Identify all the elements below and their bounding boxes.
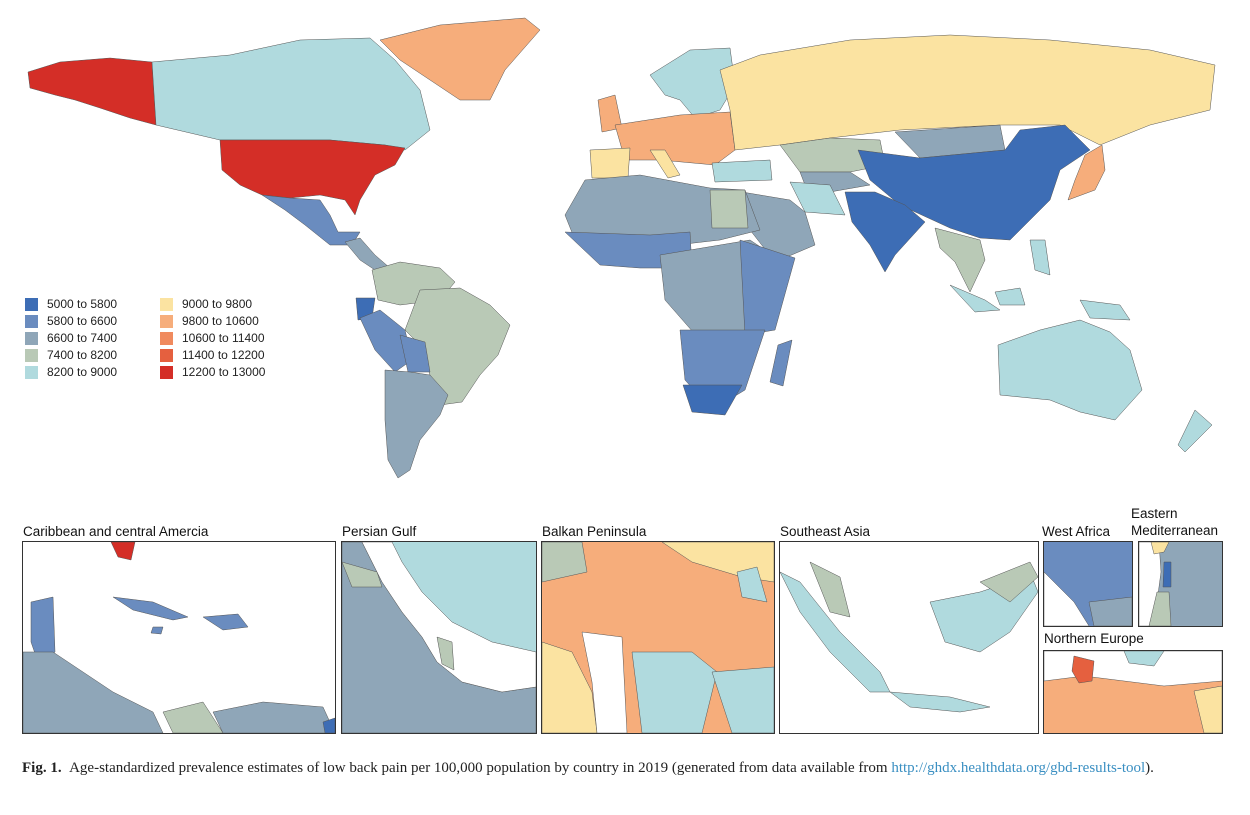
inset-title-west-africa: West Africa <box>1042 524 1111 539</box>
legend-item: 8200 to 9000 <box>25 364 160 380</box>
region-mexico <box>261 194 361 246</box>
region-greenland <box>379 17 541 101</box>
inset-caribbean <box>22 541 336 734</box>
map-legend: 5000 to 5800 9000 to 9800 5800 to 6600 9… <box>25 296 295 380</box>
legend-label: 6600 to 7400 <box>47 331 118 345</box>
region-australia <box>997 319 1143 421</box>
legend-swatch <box>160 314 173 328</box>
legend-label: 11400 to 12200 <box>182 348 265 362</box>
inset-title-caribbean: Caribbean and central Amercia <box>23 524 209 539</box>
region-egypt <box>709 189 749 229</box>
region-madagascar <box>769 339 793 387</box>
legend-label: 12200 to 13000 <box>182 365 266 379</box>
region-italy <box>649 149 681 179</box>
region-southeast-asia <box>934 227 986 293</box>
legend-item: 12200 to 13000 <box>160 364 295 380</box>
region-south-africa <box>682 384 743 416</box>
legend-swatch <box>160 331 173 345</box>
region-russia <box>719 34 1216 151</box>
figure-caption: Fig. 1. Age-standardized prevalence esti… <box>22 757 1232 779</box>
inset-persian-gulf <box>341 541 537 734</box>
legend-swatch <box>160 297 173 311</box>
legend-item: 6600 to 7400 <box>25 330 160 346</box>
region-iberia <box>589 147 631 179</box>
region-usa <box>219 139 406 216</box>
region-india <box>844 191 926 273</box>
region-turkey <box>711 159 773 183</box>
inset-southeast-asia <box>779 541 1039 734</box>
region-indonesia-2 <box>994 287 1026 306</box>
inset-balkan <box>541 541 775 734</box>
legend-label: 8200 to 9000 <box>47 365 118 379</box>
legend-label: 7400 to 8200 <box>47 348 118 362</box>
inset-title-balkan: Balkan Peninsula <box>542 524 647 539</box>
legend-swatch <box>25 297 38 311</box>
legend-label: 5800 to 6600 <box>47 314 118 328</box>
caption-end: ). <box>1145 760 1154 776</box>
world-map <box>27 17 1216 479</box>
region-bolivia <box>399 334 431 373</box>
region-new-zealand <box>1177 409 1213 453</box>
region-japan <box>1067 144 1106 201</box>
legend-item: 7400 to 8200 <box>25 347 160 363</box>
legend-item: 9800 to 10600 <box>160 313 295 329</box>
inset-title-eastern-med: Eastern Mediterranean <box>1131 506 1219 538</box>
inset-title-southeast-asia: Southeast Asia <box>780 524 871 539</box>
region-canada <box>151 37 431 151</box>
legend-item: 5800 to 6600 <box>25 313 160 329</box>
region-iran <box>789 181 846 216</box>
legend-item: 5000 to 5800 <box>25 296 160 312</box>
legend-swatch <box>25 348 38 362</box>
legend-swatch <box>25 314 38 328</box>
region-scandinavia <box>649 47 736 119</box>
legend-item: 10600 to 11400 <box>160 330 295 346</box>
source-link[interactable]: http://ghdx.healthdata.org/gbd-results-t… <box>891 760 1146 776</box>
legend-swatch <box>160 348 173 362</box>
legend-label: 9000 to 9800 <box>182 297 253 311</box>
legend-swatch <box>25 331 38 345</box>
region-philippines <box>1029 239 1051 276</box>
inset-title-northern-europe: Northern Europe <box>1044 631 1144 646</box>
legend-label: 10600 to 11400 <box>182 331 265 345</box>
legend-item: 9000 to 9800 <box>160 296 295 312</box>
region-alaska <box>27 57 157 126</box>
region-east-africa <box>739 239 796 336</box>
caption-text: Age-standardized prevalence estimates of… <box>69 760 892 776</box>
legend-label: 9800 to 10600 <box>182 314 259 328</box>
region-central-europe <box>614 111 736 166</box>
region-new-guinea <box>1079 299 1131 321</box>
inset-west-africa <box>1043 541 1133 627</box>
figure-label: Fig. 1. <box>22 760 62 776</box>
region-indonesia-1 <box>949 284 1001 313</box>
inset-title-persian-gulf: Persian Gulf <box>342 524 417 539</box>
legend-swatch <box>25 365 38 379</box>
legend-label: 5000 to 5800 <box>47 297 118 311</box>
legend-swatch <box>160 365 173 379</box>
inset-eastern-med <box>1138 541 1223 627</box>
legend-item: 11400 to 12200 <box>160 347 295 363</box>
inset-northern-europe <box>1043 650 1223 734</box>
region-argentina-chile <box>384 369 449 479</box>
